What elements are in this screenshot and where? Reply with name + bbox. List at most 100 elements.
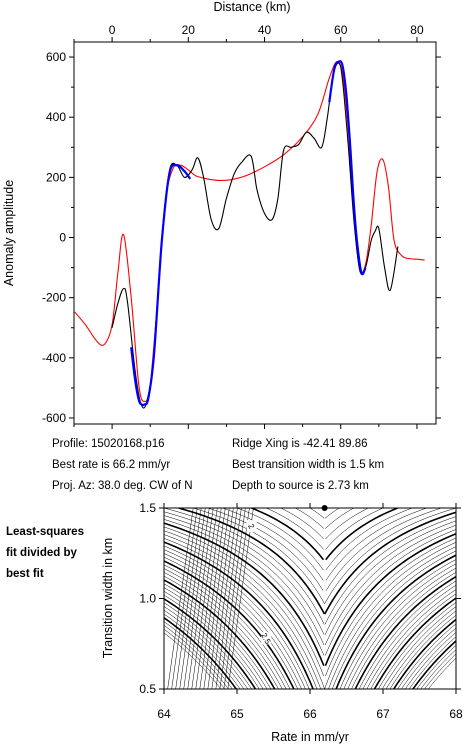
contour-line — [193, 508, 325, 604]
contour-line — [164, 568, 287, 689]
contour-line — [325, 508, 384, 550]
contour-line — [236, 508, 324, 571]
contour-line — [324, 542, 456, 689]
contour-line — [428, 657, 456, 689]
model-anomaly-line — [73, 60, 425, 402]
contour-line — [207, 508, 324, 591]
misfit-xlabel: Rate in mm/yr — [271, 730, 349, 744]
contour-line — [324, 524, 456, 646]
contour-line — [325, 508, 442, 591]
contour-line — [401, 627, 456, 689]
x-tick-label: 0 — [109, 23, 116, 37]
contour-line — [385, 610, 456, 689]
contour-line — [362, 584, 456, 689]
contour-line — [164, 583, 272, 689]
contour-line — [325, 529, 456, 656]
profile-xlabel: Distance (km) — [213, 0, 290, 14]
contour-line — [295, 508, 325, 529]
contour-line — [335, 554, 456, 689]
contour-line — [164, 530, 325, 689]
contour-line — [164, 594, 260, 689]
contour-line — [164, 519, 325, 656]
x-tick-label: 80 — [410, 23, 424, 37]
contour-line — [164, 621, 233, 689]
contour-lines — [164, 508, 456, 689]
x-tick-label: 65 — [230, 707, 244, 721]
contour-line — [324, 532, 456, 667]
contour-line — [164, 526, 324, 677]
contour-line — [266, 508, 324, 550]
contour-line — [164, 587, 268, 689]
contour-line — [420, 649, 456, 689]
contour-line — [164, 572, 283, 689]
contour-line — [351, 572, 456, 689]
contour-line — [324, 516, 456, 625]
contour-line — [195, 508, 222, 689]
contour-line — [164, 625, 229, 689]
contour-line — [164, 597, 257, 689]
y-tick-label: 0 — [59, 231, 66, 245]
contour-line — [164, 549, 306, 689]
contour-line — [373, 597, 456, 689]
contour-line — [324, 520, 456, 635]
misfit-note-line: best fit — [6, 568, 44, 580]
contour-label-bg — [246, 520, 257, 533]
contour-line — [203, 508, 230, 689]
best-rate-text: Best rate is 66.2 mm/yr — [52, 459, 171, 471]
contour-label: 2 — [246, 522, 256, 531]
y-tick-label: -400 — [42, 351, 66, 365]
projection-azimuth-text: Proj. Az: 38.0 deg. CW of N — [52, 480, 193, 492]
contour-line — [343, 563, 456, 689]
x-tick-label: 60 — [334, 23, 348, 37]
contour-line — [325, 508, 354, 529]
misfit-chart: 22.5 Rate in mm/yr Transition width in k… — [101, 501, 463, 744]
contour-line — [164, 534, 321, 689]
contour-line — [354, 575, 456, 689]
contour-line — [325, 508, 369, 540]
x-tick-label: 67 — [376, 707, 390, 721]
contour-line — [175, 508, 202, 689]
best-width-text: Best transition width is 1.5 km — [232, 459, 385, 471]
profile-id-text: Profile: 15020168.p16 — [52, 438, 165, 450]
y-tick-label: -200 — [42, 291, 66, 305]
contour-line — [183, 508, 210, 689]
contour-line — [219, 508, 246, 689]
contour-line — [328, 546, 456, 689]
contour-line — [164, 545, 310, 689]
contour-line — [187, 508, 214, 689]
contour-line — [416, 644, 456, 689]
y-tick-label: 1.5 — [139, 501, 156, 515]
y-tick-label: 400 — [46, 110, 66, 124]
contour-line — [424, 653, 456, 689]
contour-line — [325, 508, 427, 581]
contour-line — [164, 538, 318, 689]
contour-line — [164, 602, 252, 689]
x-tick-label: 40 — [258, 23, 272, 37]
contour-line — [408, 636, 456, 689]
contour-line — [393, 618, 456, 689]
y-tick-label: -600 — [42, 411, 66, 425]
profile-chart: Distance (km) Anomaly amplitude 0 20 40 60 8… — [2, 0, 441, 429]
contour-line — [164, 560, 295, 689]
contour-line — [251, 508, 325, 561]
contour-line — [332, 550, 456, 689]
x-tick-label: 20 — [182, 23, 196, 37]
contour-line — [382, 606, 456, 689]
misfit-note-line: fit divided by — [6, 547, 77, 559]
contour-label-bg — [261, 632, 272, 645]
contour-line — [397, 623, 456, 689]
contour-line — [324, 511, 456, 615]
y-tick-label: 600 — [46, 50, 66, 64]
contour-line — [164, 606, 248, 689]
contour-line — [171, 508, 198, 689]
contour-line — [164, 522, 325, 667]
contour-line — [324, 508, 340, 519]
fitted-segment-line — [130, 163, 192, 407]
contour-line — [370, 593, 456, 689]
misfit-ylabel: Transition width in km — [101, 538, 115, 658]
contour-line — [347, 567, 456, 689]
fitted-segment-line — [328, 60, 367, 276]
x-tick-label: 66 — [303, 707, 317, 721]
contour-line — [325, 537, 456, 677]
contour-line — [280, 508, 324, 540]
